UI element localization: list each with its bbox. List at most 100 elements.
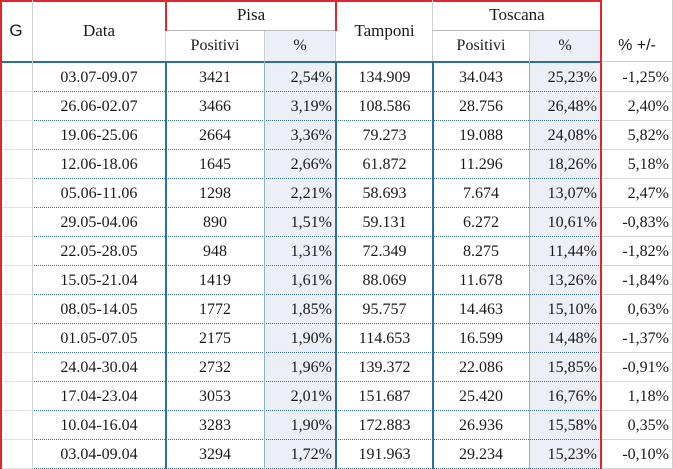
- cell-pisa-percent[interactable]: 1,72%: [264, 440, 336, 469]
- cell-pisa-percent[interactable]: 2,66%: [264, 150, 336, 179]
- cell-data[interactable]: 26.06-02.07: [60, 97, 138, 115]
- cell-pisa-percent[interactable]: 2,21%: [264, 179, 336, 208]
- cell-delta[interactable]: 0,35%: [627, 416, 669, 434]
- row-gutter[interactable]: [0, 411, 32, 440]
- cell-toscana-percent[interactable]: 15,23%: [529, 440, 601, 469]
- cell-toscana-positivi[interactable]: 8.275: [463, 242, 499, 260]
- cell-toscana-percent[interactable]: 25,23%: [529, 63, 601, 92]
- cell-data[interactable]: 19.06-25.06: [60, 126, 138, 144]
- cell-toscana-positivi[interactable]: 34.043: [459, 68, 503, 86]
- cell-pisa-percent[interactable]: 1,51%: [264, 208, 336, 237]
- cell-toscana-percent[interactable]: 15,85%: [529, 353, 601, 382]
- cell-pisa-positivi[interactable]: 890: [203, 213, 227, 231]
- header-tamponi[interactable]: Tamponi: [354, 20, 415, 40]
- cell-toscana-percent[interactable]: 14,48%: [529, 324, 601, 353]
- cell-data[interactable]: 12.06-18.06: [60, 155, 138, 173]
- cell-tamponi[interactable]: 191.963: [358, 445, 411, 463]
- cell-tamponi[interactable]: 172.883: [358, 416, 411, 434]
- cell-delta[interactable]: -1,82%: [622, 242, 669, 260]
- cell-tamponi[interactable]: 58.693: [362, 184, 407, 202]
- cell-toscana-positivi[interactable]: 11.296: [459, 155, 503, 173]
- cell-pisa-positivi[interactable]: 948: [203, 242, 227, 260]
- cell-data[interactable]: 29.05-04.06: [60, 213, 138, 231]
- cell-pisa-percent[interactable]: 1,31%: [264, 237, 336, 266]
- cell-pisa-positivi[interactable]: 1772: [199, 300, 231, 318]
- cell-pisa-percent[interactable]: 1,90%: [264, 411, 336, 440]
- row-gutter[interactable]: [0, 63, 32, 92]
- cell-pisa-percent[interactable]: 3,36%: [264, 121, 336, 150]
- cell-pisa-percent[interactable]: 1,85%: [264, 295, 336, 324]
- row-gutter[interactable]: [0, 440, 32, 469]
- row-gutter[interactable]: [0, 382, 32, 411]
- cell-toscana-percent[interactable]: 13,07%: [529, 179, 601, 208]
- cell-toscana-positivi[interactable]: 25.420: [459, 387, 503, 405]
- cell-delta[interactable]: 2,47%: [627, 184, 669, 202]
- cell-toscana-positivi[interactable]: 14.463: [459, 300, 503, 318]
- cell-tamponi[interactable]: 61.872: [362, 155, 407, 173]
- cell-tamponi[interactable]: 151.687: [358, 387, 411, 405]
- cell-toscana-percent[interactable]: 11,44%: [529, 237, 601, 266]
- cell-data[interactable]: 01.05-07.05: [60, 329, 138, 347]
- cell-pisa-percent[interactable]: 1,90%: [264, 324, 336, 353]
- cell-toscana-positivi[interactable]: 28.756: [459, 97, 503, 115]
- cell-toscana-positivi[interactable]: 26.936: [459, 416, 503, 434]
- cell-delta[interactable]: 5,82%: [627, 126, 669, 144]
- row-gutter[interactable]: [0, 237, 32, 266]
- cell-delta[interactable]: 5,18%: [627, 155, 669, 173]
- cell-data[interactable]: 10.04-16.04: [60, 416, 138, 434]
- row-gutter[interactable]: [0, 179, 32, 208]
- cell-pisa-percent[interactable]: 1,96%: [264, 353, 336, 382]
- cell-pisa-positivi[interactable]: 1298: [199, 184, 231, 202]
- cell-pisa-positivi[interactable]: 3421: [199, 68, 231, 86]
- cell-delta[interactable]: -1,37%: [622, 329, 669, 347]
- header-delta[interactable]: % +/-: [618, 37, 656, 54]
- cell-toscana-positivi[interactable]: 22.086: [459, 358, 503, 376]
- header-pisa[interactable]: Pisa: [166, 0, 336, 31]
- header-toscana-percent[interactable]: %: [529, 31, 601, 61]
- cell-data[interactable]: 03.07-09.07: [60, 68, 138, 86]
- cell-data[interactable]: 15.05-21.04: [60, 271, 138, 289]
- cell-toscana-percent[interactable]: 16,76%: [529, 382, 601, 411]
- cell-delta[interactable]: -0,10%: [622, 445, 669, 463]
- cell-delta[interactable]: -0,83%: [622, 213, 669, 231]
- row-gutter[interactable]: [0, 324, 32, 353]
- header-g[interactable]: G: [9, 20, 23, 40]
- header-data[interactable]: Data: [82, 20, 116, 40]
- header-toscana[interactable]: Toscana: [433, 0, 601, 31]
- cell-pisa-positivi[interactable]: 3466: [199, 97, 231, 115]
- header-toscana-positivi[interactable]: Positivi: [456, 37, 506, 54]
- cell-toscana-percent[interactable]: 24,08%: [529, 121, 601, 150]
- cell-toscana-percent[interactable]: 15,10%: [529, 295, 601, 324]
- cell-delta[interactable]: -0,91%: [622, 358, 669, 376]
- row-gutter[interactable]: [0, 121, 32, 150]
- cell-data[interactable]: 08.05-14.05: [60, 300, 138, 318]
- row-gutter[interactable]: [0, 295, 32, 324]
- cell-tamponi[interactable]: 72.349: [362, 242, 407, 260]
- cell-pisa-percent[interactable]: 2,54%: [264, 63, 336, 92]
- cell-tamponi[interactable]: 114.653: [358, 329, 411, 347]
- header-pisa-percent[interactable]: %: [264, 31, 336, 61]
- cell-pisa-positivi[interactable]: 1419: [199, 271, 231, 289]
- header-pisa-positivi[interactable]: Positivi: [190, 37, 240, 54]
- row-gutter[interactable]: [0, 150, 32, 179]
- cell-delta[interactable]: 0,63%: [627, 300, 669, 318]
- cell-delta[interactable]: 1,18%: [627, 387, 669, 405]
- cell-data[interactable]: 17.04-23.04: [60, 387, 138, 405]
- cell-pisa-percent[interactable]: 1,61%: [264, 266, 336, 295]
- cell-toscana-positivi[interactable]: 29.234: [459, 445, 503, 463]
- cell-tamponi[interactable]: 79.273: [362, 126, 407, 144]
- cell-tamponi[interactable]: 95.757: [362, 300, 407, 318]
- cell-pisa-positivi[interactable]: 2664: [199, 126, 231, 144]
- cell-pisa-positivi[interactable]: 3053: [199, 387, 231, 405]
- cell-tamponi[interactable]: 108.586: [358, 97, 411, 115]
- cell-toscana-percent[interactable]: 26,48%: [529, 92, 601, 121]
- cell-toscana-positivi[interactable]: 16.599: [459, 329, 503, 347]
- row-gutter[interactable]: [0, 353, 32, 382]
- cell-tamponi[interactable]: 134.909: [358, 68, 411, 86]
- cell-delta[interactable]: -1,84%: [622, 271, 669, 289]
- cell-toscana-percent[interactable]: 15,58%: [529, 411, 601, 440]
- cell-pisa-positivi[interactable]: 2175: [199, 329, 231, 347]
- row-gutter[interactable]: [0, 208, 32, 237]
- cell-pisa-percent[interactable]: 2,01%: [264, 382, 336, 411]
- cell-tamponi[interactable]: 88.069: [362, 271, 407, 289]
